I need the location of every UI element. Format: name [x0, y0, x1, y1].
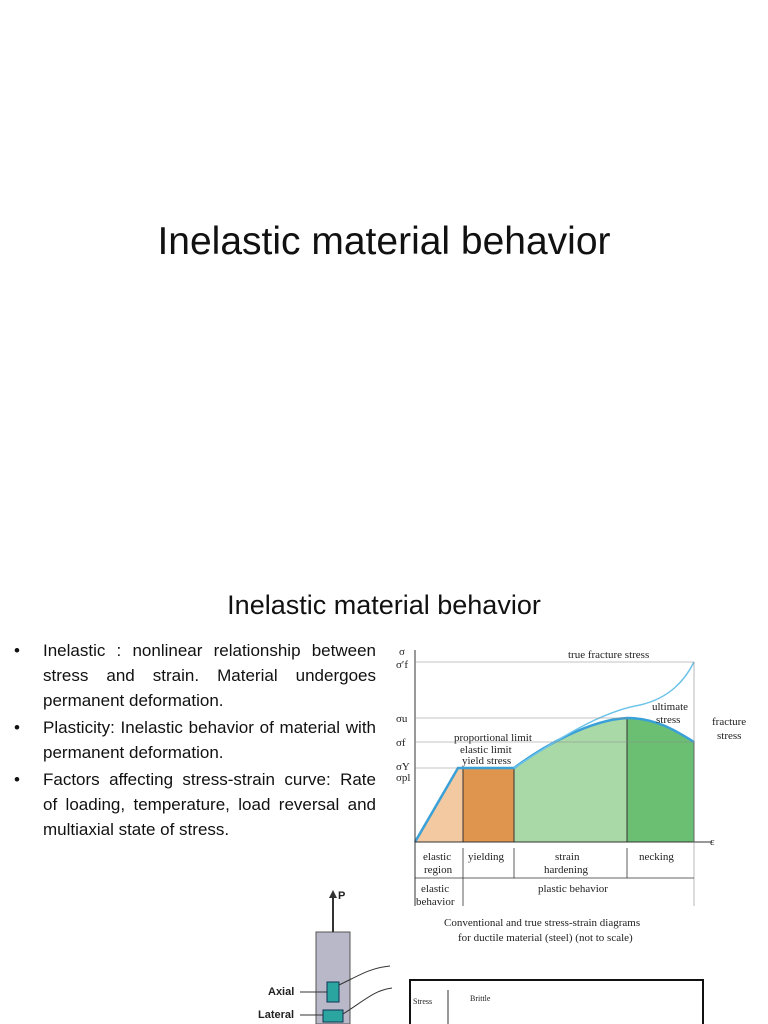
region-label: strain — [555, 851, 580, 863]
axis-symbol: σY — [396, 761, 410, 773]
region-label: yielding — [468, 851, 505, 863]
axis-symbol: ε — [710, 836, 715, 848]
behavior-label: elastic — [421, 883, 449, 895]
axis-symbol: σu — [396, 713, 408, 725]
gauge-label: Axial — [268, 986, 294, 998]
yielding-region — [462, 767, 515, 843]
region-label: hardening — [544, 864, 588, 876]
behavior-label: plastic behavior — [538, 883, 608, 895]
axis-symbol: σf — [396, 737, 406, 749]
label: proportional limit — [454, 732, 532, 744]
region-table — [415, 848, 694, 906]
label: yield stress — [462, 755, 511, 767]
label: stress — [717, 730, 741, 742]
arrow-head — [329, 890, 337, 898]
label: true fracture stress — [568, 649, 649, 661]
region-label: region — [424, 864, 453, 876]
label: ultimate — [652, 701, 688, 713]
inset-axis-label: Stress — [413, 997, 432, 1006]
specimen — [315, 931, 351, 1024]
gauge-wires — [300, 965, 393, 1016]
lateral-gauge — [322, 1009, 344, 1023]
reference-lines — [415, 661, 695, 906]
label: fracture — [712, 716, 746, 728]
axial-gauge — [326, 981, 340, 1003]
bullet: Plasticity: Inelastic behavior of materi… — [14, 715, 376, 765]
bullet: Factors affecting stress-strain curve: R… — [14, 767, 376, 842]
bullet: Inelastic : nonlinear relationship betwe… — [14, 638, 376, 713]
caption: for ductile material (steel) (not to sca… — [458, 932, 633, 944]
label: stress — [656, 714, 680, 726]
label: elastic limit — [460, 744, 512, 756]
region-label: elastic — [423, 851, 451, 863]
slide-title: Inelastic material behavior — [157, 220, 611, 263]
bullet-list: Inelastic : nonlinear relationship betwe… — [14, 638, 376, 844]
axis-symbol: σpl — [396, 772, 411, 784]
gauge-label: Lateral — [258, 1009, 294, 1021]
behavior-label: behavior — [416, 896, 455, 908]
inset-box — [409, 979, 704, 1024]
slide-title: Inelastic material behavior — [227, 590, 541, 620]
true-curve — [513, 661, 695, 769]
axis-symbol: σ — [399, 646, 405, 658]
inset-curve-label: Brittle — [470, 994, 491, 1003]
axis-symbol: σ′f — [396, 659, 408, 671]
load-label: P — [338, 890, 345, 902]
caption: Conventional and true stress-strain diag… — [444, 917, 640, 929]
region-label: necking — [639, 851, 674, 863]
